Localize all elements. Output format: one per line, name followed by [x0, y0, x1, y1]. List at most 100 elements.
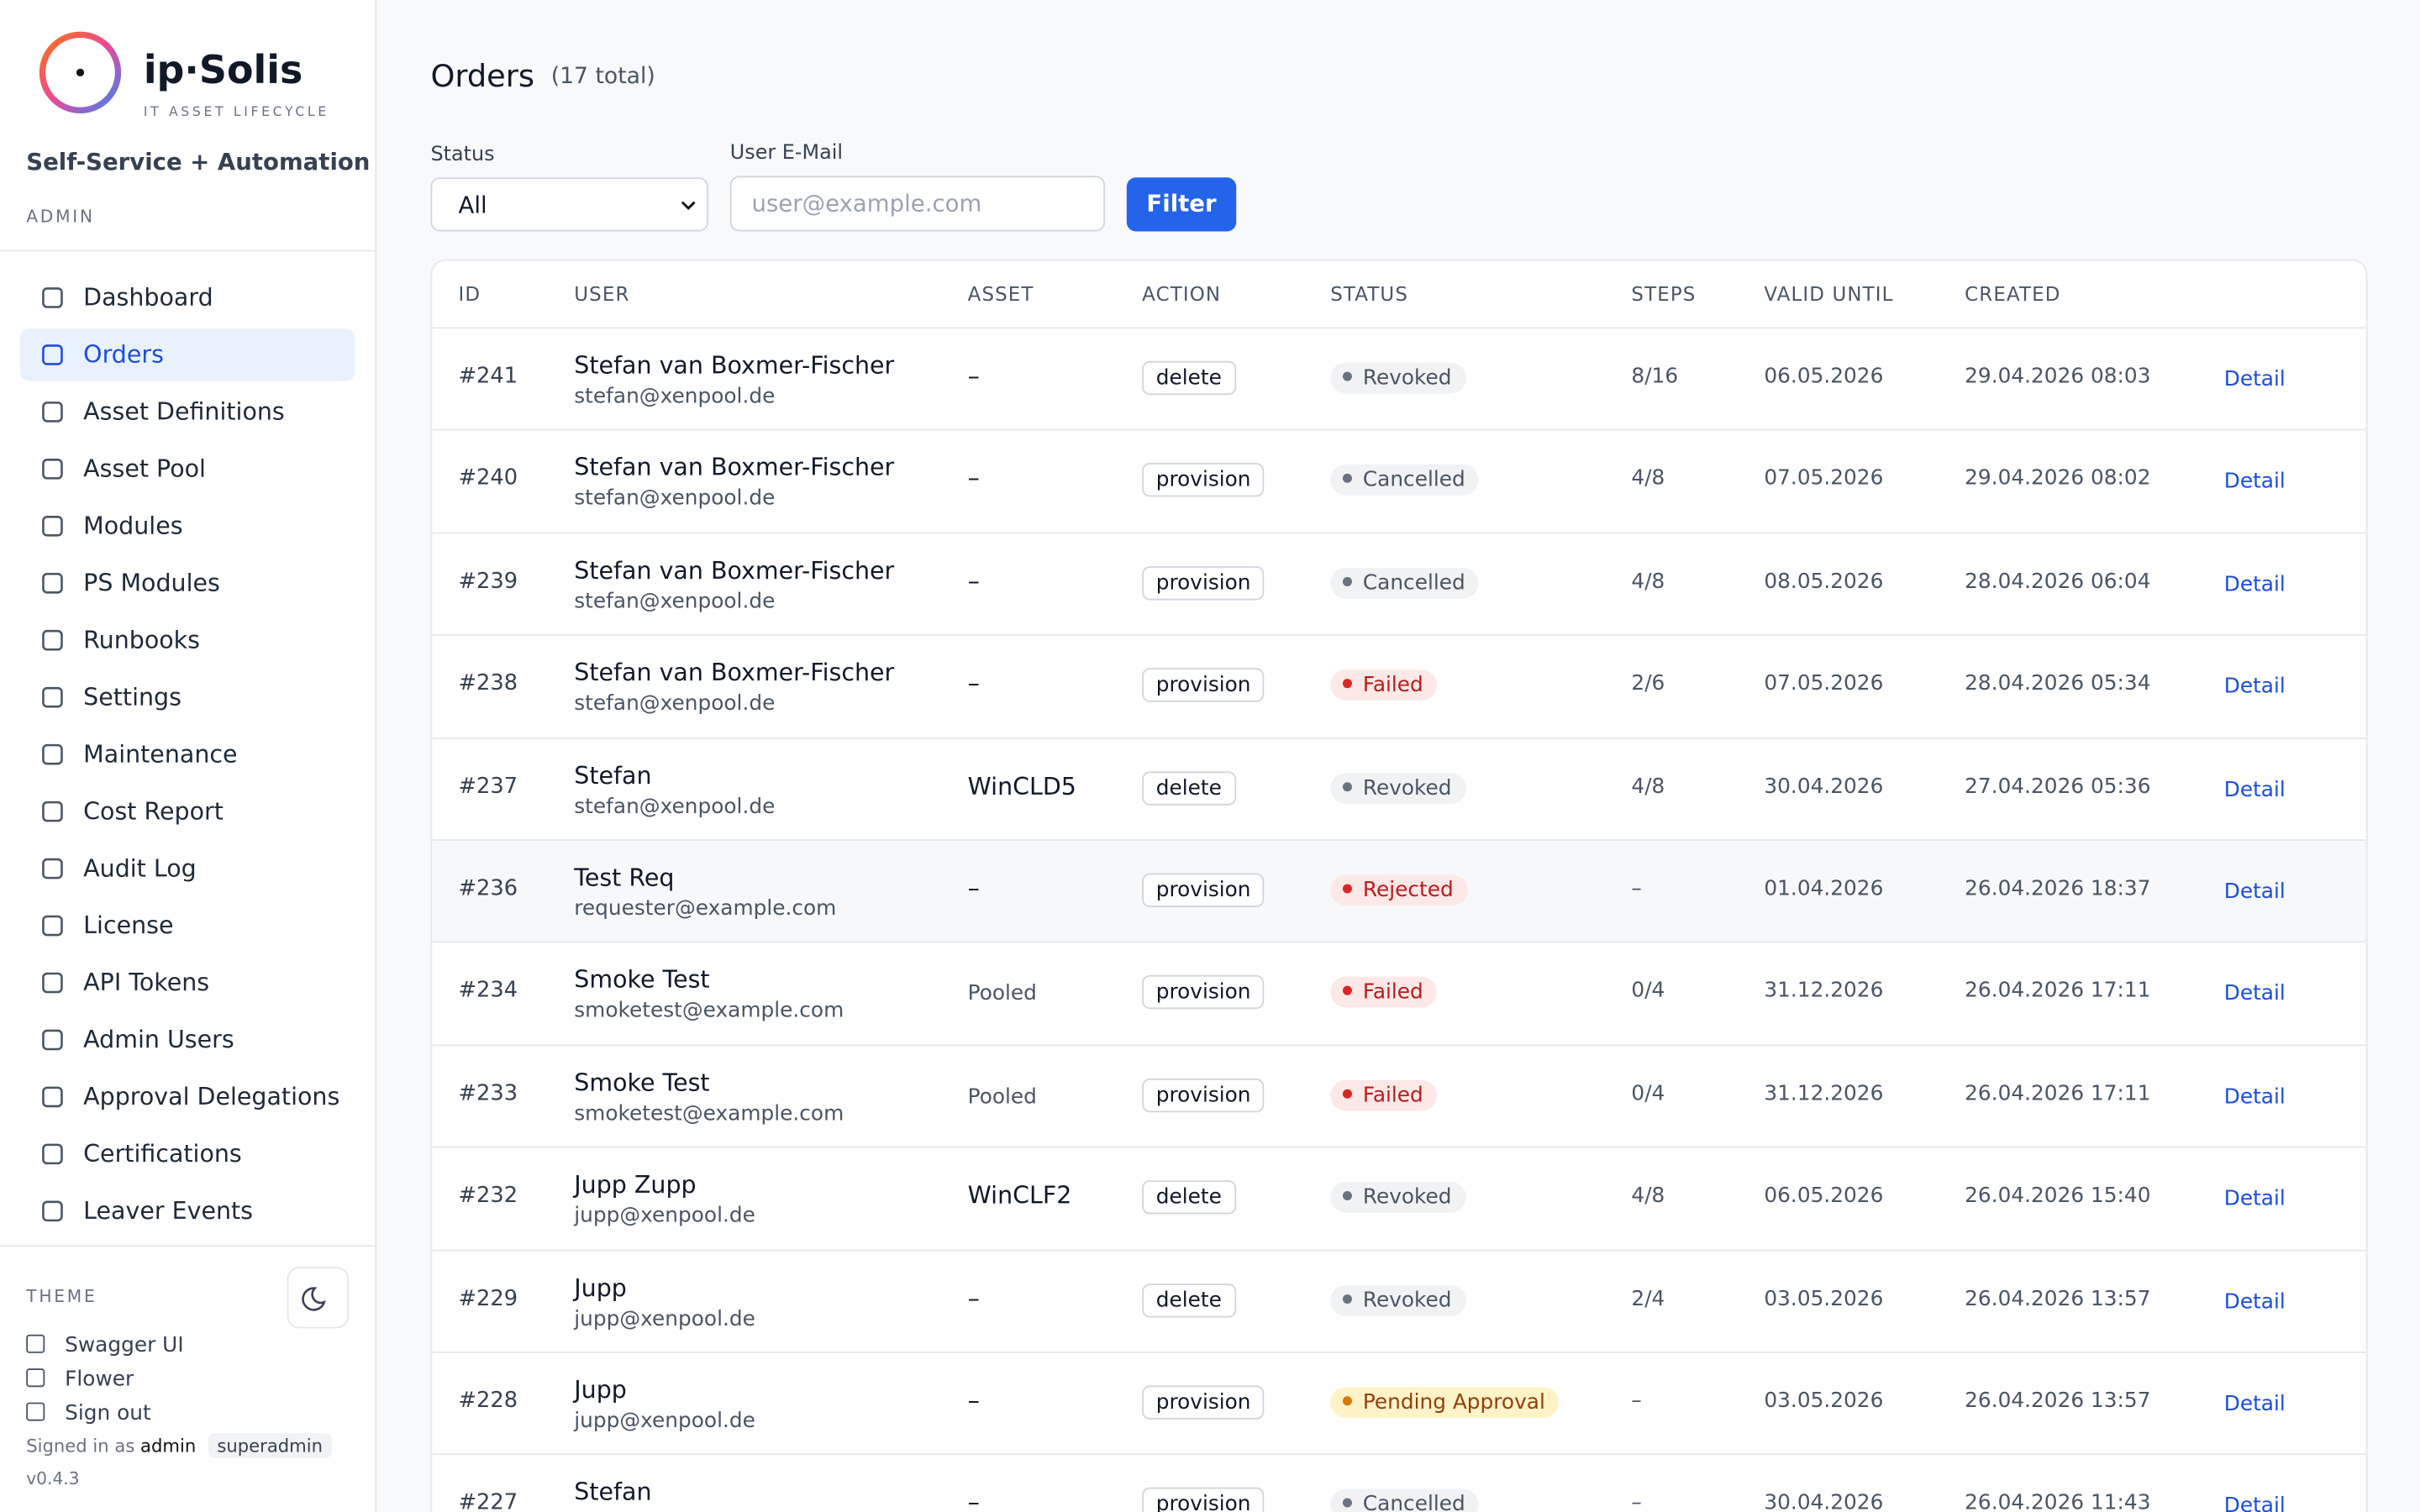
steps: 4/8	[1631, 1184, 1665, 1209]
asset: –	[967, 1489, 980, 1512]
theme-toggle[interactable]	[287, 1266, 350, 1329]
sidebar-link[interactable]: Sign out	[26, 1401, 151, 1425]
signed-in: Signed in as admin superadmin	[26, 1433, 333, 1458]
nav-item[interactable]: Cost Report	[20, 785, 355, 837]
asset: –	[967, 465, 980, 493]
status-badge: Revoked	[1330, 1182, 1466, 1214]
valid-until: 07.05.2026	[1764, 466, 1884, 491]
nav-item[interactable]: Approval Delegations	[20, 1071, 355, 1123]
nav-label: API Tokens	[83, 969, 210, 997]
nav-item[interactable]: Modules	[20, 500, 355, 552]
logo	[39, 31, 122, 113]
filter-button[interactable]: Filter	[1126, 177, 1237, 232]
nav-item[interactable]: Asset Pool	[20, 443, 355, 495]
detail-link[interactable]: Detail	[2223, 981, 2286, 1007]
nav-label: Leaver Events	[83, 1197, 254, 1226]
status-badge: Pending Approval	[1330, 1387, 1560, 1418]
nav-item[interactable]: API Tokens	[20, 957, 355, 1009]
role: ADMIN	[26, 207, 95, 227]
asset: –	[967, 669, 980, 698]
nav-item[interactable]: Certifications	[20, 1128, 355, 1180]
nav-icon	[42, 629, 63, 651]
status-badge: Revoked	[1330, 772, 1466, 804]
steps: –	[1631, 1389, 1642, 1414]
action: delete	[1142, 1180, 1236, 1215]
valid-until: 03.05.2026	[1764, 1389, 1884, 1414]
status-dot	[1342, 474, 1352, 484]
steps: 8/16	[1631, 364, 1679, 389]
steps: 4/8	[1631, 569, 1665, 594]
email-input[interactable]: user@example.com	[729, 176, 1106, 232]
nav-item[interactable]: PS Modules	[20, 557, 355, 609]
nav-item[interactable]: Settings	[20, 671, 355, 723]
detail-link[interactable]: Detail	[2223, 1186, 2286, 1212]
valid-until: 31.12.2026	[1764, 979, 1884, 1004]
nav-label: Runbooks	[83, 626, 201, 654]
nav-label: Certifications	[83, 1140, 242, 1168]
nav-item[interactable]: Maintenance	[20, 728, 355, 780]
sidebar-link[interactable]: Flower	[26, 1367, 134, 1392]
action: provision	[1142, 565, 1265, 601]
detail-link[interactable]: Detail	[2223, 1289, 2286, 1315]
order-id: #232	[458, 1184, 518, 1209]
user-email: stefan@xenpool.de	[574, 794, 776, 819]
nav-item[interactable]: Audit Log	[20, 843, 355, 895]
action: provision	[1142, 1078, 1265, 1112]
status-dot	[1342, 679, 1352, 689]
valid-until: 06.05.2026	[1764, 1184, 1884, 1209]
action: delete	[1142, 360, 1236, 396]
asset: –	[967, 362, 980, 391]
status-value: All	[458, 191, 487, 219]
user-name: Smoke Test	[574, 966, 710, 995]
user-role: superadmin	[208, 1433, 333, 1458]
status-select[interactable]: All	[430, 177, 709, 232]
status-dot	[1342, 986, 1352, 996]
user-email: requester@example.com	[574, 896, 837, 921]
nav-label: Dashboard	[83, 283, 213, 312]
user-email: smoketest@example.com	[574, 999, 844, 1024]
created: 26.04.2026 17:11	[1965, 1081, 2151, 1106]
status-label: Failed	[1362, 1083, 1423, 1108]
order-id: #233	[458, 1081, 518, 1106]
nav-item[interactable]: Runbooks	[20, 614, 355, 666]
detail-link[interactable]: Detail	[2223, 1084, 2286, 1110]
nav-label: Maintenance	[83, 740, 238, 769]
user-email: stefan@xenpool.de	[574, 589, 776, 614]
status-badge: Cancelled	[1330, 567, 1480, 599]
user-name: Stefan van Boxmer-Fischer	[574, 351, 895, 380]
asset: –	[967, 1284, 980, 1313]
column-header: STATUS	[1330, 282, 1409, 306]
asset: –	[967, 1387, 980, 1415]
moon-icon	[302, 1287, 326, 1311]
detail-link[interactable]: Detail	[2223, 879, 2286, 905]
user: admin	[140, 1435, 197, 1457]
order-id: #229	[458, 1286, 518, 1311]
email-label: User E-Mail	[729, 141, 843, 165]
detail-link[interactable]: Detail	[2223, 470, 2286, 495]
nav-item[interactable]: License	[20, 900, 355, 952]
signed-in-label: Signed in as	[26, 1435, 135, 1457]
asset: WinCLD5	[967, 772, 1076, 801]
nav-label: Asset Definitions	[83, 397, 285, 426]
column-header: VALID UNTIL	[1764, 282, 1894, 306]
link-icon	[26, 1368, 45, 1388]
valid-until: 07.05.2026	[1764, 671, 1884, 696]
nav-item[interactable]: Asset Definitions	[20, 386, 355, 438]
detail-link[interactable]: Detail	[2223, 367, 2286, 392]
nav-item[interactable]: Orders	[19, 328, 355, 381]
detail-link[interactable]: Detail	[2223, 572, 2286, 597]
detail-link[interactable]: Detail	[2223, 776, 2286, 802]
steps: 4/8	[1631, 774, 1665, 799]
detail-link[interactable]: Detail	[2223, 674, 2286, 700]
action: provision	[1142, 975, 1265, 1010]
nav-item[interactable]: Admin Users	[20, 1014, 355, 1066]
user-email: stefan@xenpool.de	[574, 384, 776, 409]
detail-link[interactable]: Detail	[2223, 1391, 2286, 1417]
subtitle: Self-Service + Automation	[26, 148, 371, 176]
user-name: Jupp	[574, 1273, 627, 1302]
nav-item[interactable]: Leaver Events	[20, 1185, 355, 1237]
detail-link[interactable]: Detail	[2223, 1494, 2286, 1512]
nav-item[interactable]: Dashboard	[20, 271, 355, 323]
sidebar-link[interactable]: Swagger UI	[26, 1333, 184, 1357]
nav-icon	[42, 344, 63, 365]
